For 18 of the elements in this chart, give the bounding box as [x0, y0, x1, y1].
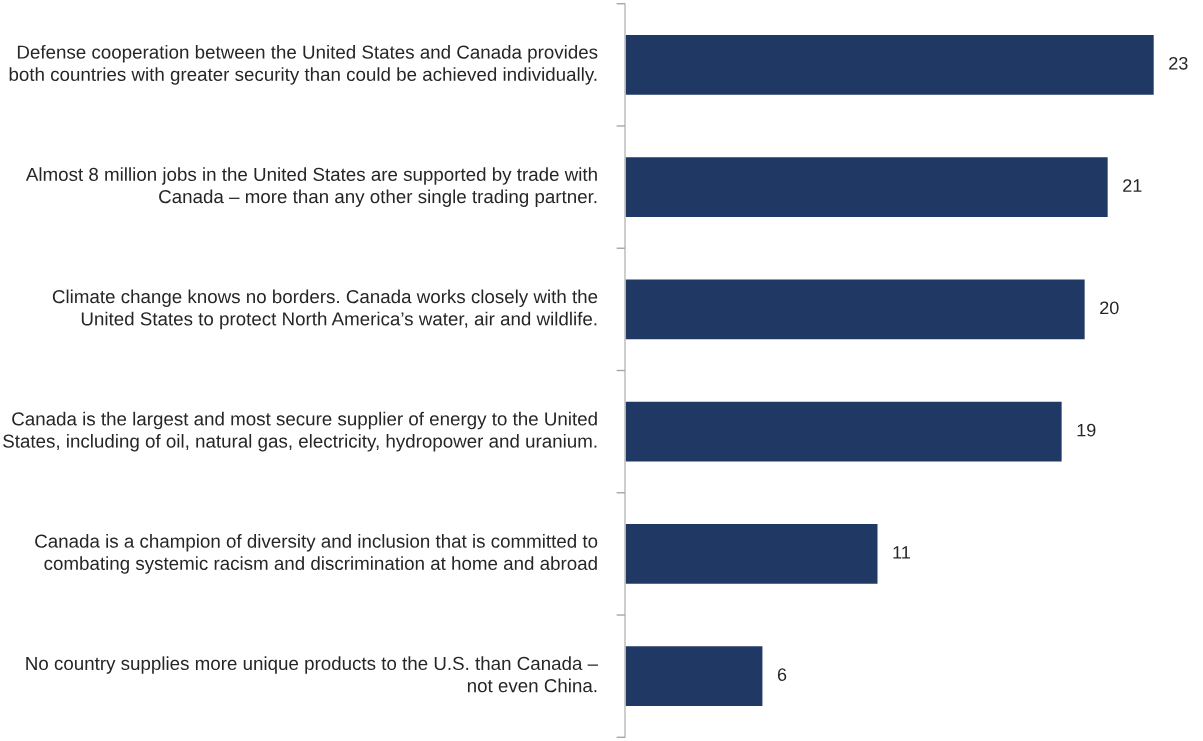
bar: [625, 155, 1110, 219]
bar: [625, 33, 1156, 97]
bar: [625, 522, 879, 586]
data-label: 23: [1169, 56, 1188, 70]
y-tick-label: No country supplies more unique products to the U.S. than Canada – not even China.: [26, 656, 599, 693]
data-label: 11: [893, 546, 910, 559]
data-label: 21: [1123, 179, 1142, 192]
data-label: 19: [1077, 423, 1096, 437]
data-label: 6: [777, 668, 787, 682]
y-tick-label: Canada is a champion of diversity and inclusion that is committed to combating systemic racism and discrimination at home and abroad: [35, 534, 598, 574]
y-tick-label: Defense cooperation between the United States and Canada provides both countries with greater security than could be achieved individually.: [9, 44, 598, 85]
y-tick-label: Canada is the largest and most secure supplier of energy to the United States, including of oil, natural gas, electricity, hydropower and uranium.: [3, 411, 597, 452]
bar: [625, 644, 764, 708]
bar: [625, 278, 1087, 341]
data-label: 20: [1100, 301, 1119, 315]
y-tick-label: Almost 8 million jobs in the United States are supported by trade with Canada – more than any other single trading partner.: [25, 167, 597, 207]
y-tick-label: Climate change knows no borders. Canada works closely with the United States to protect North America’s water, air and wildlife.: [52, 289, 598, 330]
bar: [625, 400, 1064, 463]
